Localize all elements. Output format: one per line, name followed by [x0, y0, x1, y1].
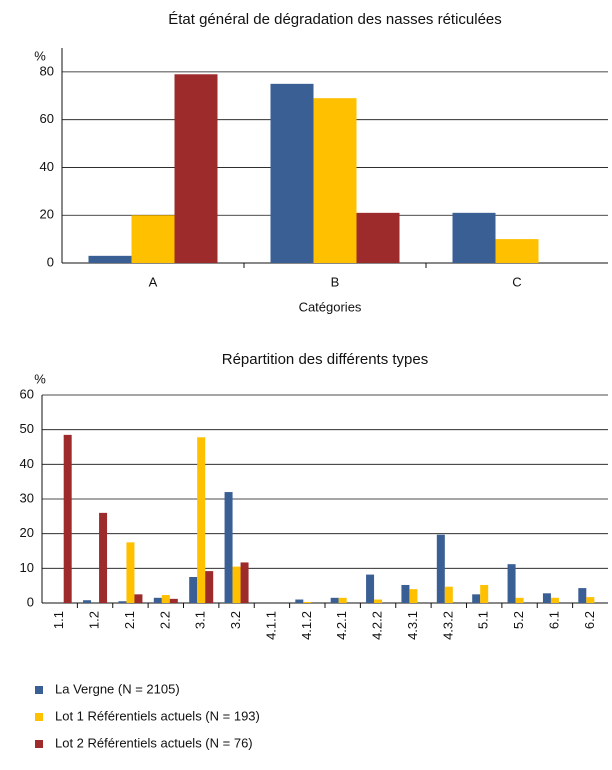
- y-tick-label: 60: [40, 111, 54, 126]
- bar: [88, 255, 132, 263]
- y-tick-label: 60: [20, 386, 34, 401]
- bar: [224, 492, 233, 603]
- bar: [205, 571, 214, 603]
- x-tick-label: 4.2.2: [370, 611, 385, 640]
- x-tick-label: 4.1.1: [263, 611, 278, 640]
- bar: [436, 534, 445, 603]
- bar: [409, 589, 418, 603]
- bar: [295, 599, 304, 603]
- chart-title: Répartition des différents types: [222, 351, 429, 368]
- bar: [134, 594, 143, 603]
- bar: [366, 574, 375, 603]
- bar: [472, 594, 481, 603]
- bar: [197, 437, 206, 603]
- bar: [63, 434, 72, 603]
- y-tick-label: 10: [20, 560, 34, 575]
- x-tick-label: 3.1: [193, 611, 208, 629]
- legend-label: Lot 1 Référentiels actuels (N = 193): [55, 708, 260, 723]
- bar: [118, 601, 127, 603]
- y-tick-label: 20: [20, 525, 34, 540]
- bar: [161, 595, 170, 603]
- y-tick-label: 0: [27, 594, 34, 609]
- bar: [507, 564, 516, 603]
- chart-title: État général de dégradation des nasses r…: [168, 11, 502, 28]
- bar: [480, 584, 489, 603]
- bar: [83, 600, 92, 603]
- y-tick-label: 40: [20, 456, 34, 471]
- x-tick-label: 1.2: [87, 611, 102, 629]
- x-tick-label: 2.2: [157, 611, 172, 629]
- y-tick-label: 50: [20, 421, 34, 436]
- legend-swatch: [35, 713, 43, 721]
- bar: [126, 542, 135, 603]
- bar: [189, 577, 198, 603]
- y-axis-label: %: [34, 371, 46, 386]
- bar: [495, 239, 539, 263]
- bar: [444, 586, 453, 603]
- x-tick-label: 1.1: [51, 611, 66, 629]
- bar: [240, 562, 249, 603]
- y-tick-label: 40: [40, 159, 54, 174]
- x-tick-label: 5.1: [476, 611, 491, 629]
- x-tick-label: A: [149, 274, 158, 289]
- bar: [356, 212, 400, 263]
- bar: [330, 597, 339, 603]
- bar: [174, 74, 218, 264]
- bar: [542, 593, 551, 603]
- y-tick-label: 20: [40, 207, 54, 222]
- bar: [374, 599, 383, 603]
- bar: [338, 597, 347, 603]
- x-tick-label: B: [331, 274, 340, 289]
- x-tick-label: 5.2: [511, 611, 526, 629]
- legend-label: La Vergne (N = 2105): [55, 681, 180, 696]
- bar: [452, 212, 496, 263]
- x-tick-label: 2.1: [122, 611, 137, 629]
- x-axis-label: Catégories: [299, 299, 362, 314]
- bar: [232, 566, 241, 603]
- bar: [401, 584, 410, 603]
- x-tick-label: 3.2: [228, 611, 243, 629]
- bar: [169, 598, 178, 603]
- x-tick-label: 4.3.1: [405, 611, 420, 640]
- legend-swatch: [35, 740, 43, 748]
- bar: [515, 597, 524, 603]
- x-tick-label: 6.2: [582, 611, 597, 629]
- bar: [303, 601, 312, 603]
- bar: [586, 597, 595, 603]
- bar: [578, 588, 587, 603]
- bar: [550, 597, 559, 603]
- x-tick-label: 4.2.1: [334, 611, 349, 640]
- legend-swatch: [35, 686, 43, 694]
- bar: [131, 215, 175, 263]
- y-axis-label: %: [34, 48, 46, 63]
- y-tick-label: 0: [47, 254, 54, 269]
- x-tick-label: 4.3.2: [440, 611, 455, 640]
- x-tick-label: 4.1.2: [299, 611, 314, 640]
- x-tick-label: C: [512, 274, 521, 289]
- bar: [313, 98, 357, 264]
- y-tick-label: 80: [40, 63, 54, 78]
- bar: [99, 512, 108, 603]
- legend-label: Lot 2 Référentiels actuels (N = 76): [55, 735, 253, 750]
- bar: [270, 83, 314, 263]
- bar: [153, 597, 162, 603]
- y-tick-label: 30: [20, 490, 34, 505]
- x-tick-label: 6.1: [546, 611, 561, 629]
